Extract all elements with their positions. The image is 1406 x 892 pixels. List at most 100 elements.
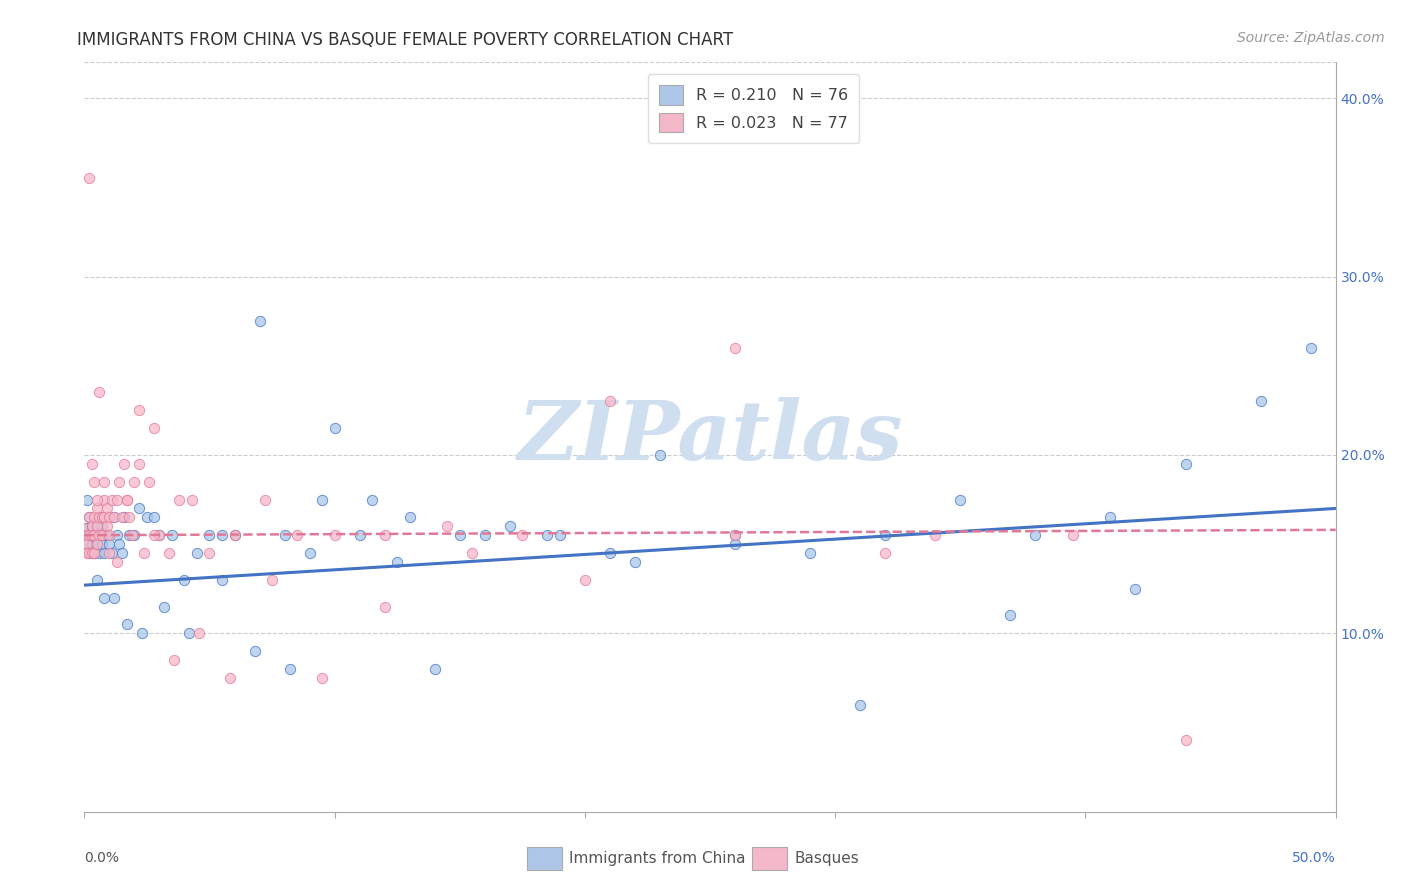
Point bbox=[80, 528, 103, 542]
Point bbox=[599, 546, 621, 560]
Point bbox=[93, 546, 115, 560]
Point bbox=[86, 501, 108, 516]
Point bbox=[111, 510, 134, 524]
Point bbox=[86, 519, 108, 533]
Point bbox=[96, 519, 118, 533]
Point bbox=[423, 662, 446, 676]
Point bbox=[724, 341, 747, 355]
Point bbox=[105, 555, 128, 569]
Point bbox=[385, 555, 409, 569]
Point bbox=[278, 662, 301, 676]
Point bbox=[323, 528, 346, 542]
Point bbox=[499, 519, 522, 533]
Point bbox=[93, 591, 115, 605]
Point bbox=[311, 492, 333, 507]
Point bbox=[143, 510, 166, 524]
Point bbox=[153, 599, 176, 614]
Point bbox=[89, 546, 111, 560]
Point bbox=[118, 510, 141, 524]
Point bbox=[624, 555, 647, 569]
Point bbox=[90, 537, 112, 551]
Point bbox=[449, 528, 471, 542]
Point bbox=[224, 528, 246, 542]
Point bbox=[128, 457, 150, 471]
Text: 50.0%: 50.0% bbox=[1292, 851, 1336, 864]
Text: Source: ZipAtlas.com: Source: ZipAtlas.com bbox=[1237, 31, 1385, 45]
Point bbox=[1299, 341, 1322, 355]
Point bbox=[574, 573, 596, 587]
Point bbox=[89, 510, 111, 524]
Point bbox=[108, 537, 131, 551]
Point bbox=[90, 510, 112, 524]
Point bbox=[211, 573, 233, 587]
Point bbox=[83, 528, 105, 542]
Point bbox=[83, 528, 105, 542]
Point bbox=[103, 591, 125, 605]
Point bbox=[536, 528, 558, 542]
Point bbox=[599, 394, 621, 409]
Point bbox=[79, 528, 101, 542]
Point bbox=[361, 492, 384, 507]
Point bbox=[163, 653, 186, 667]
Point bbox=[143, 528, 166, 542]
Point bbox=[80, 528, 103, 542]
Point bbox=[159, 546, 181, 560]
Point bbox=[349, 528, 371, 542]
Point bbox=[103, 510, 125, 524]
Point bbox=[1125, 582, 1147, 596]
Point bbox=[121, 528, 143, 542]
Point bbox=[108, 475, 131, 489]
Point bbox=[134, 546, 156, 560]
Point bbox=[224, 528, 246, 542]
Point bbox=[924, 528, 946, 542]
Point bbox=[76, 528, 98, 542]
Point bbox=[169, 492, 191, 507]
Point bbox=[76, 546, 98, 560]
Point bbox=[198, 528, 221, 542]
Point bbox=[86, 537, 108, 551]
Point bbox=[79, 171, 101, 186]
Point bbox=[875, 528, 897, 542]
Point bbox=[648, 448, 671, 462]
Point bbox=[253, 492, 276, 507]
Point bbox=[311, 671, 333, 685]
Point bbox=[724, 528, 747, 542]
Point bbox=[218, 671, 240, 685]
Point bbox=[90, 519, 112, 533]
Point bbox=[115, 617, 138, 632]
Point bbox=[124, 528, 146, 542]
Text: 0.0%: 0.0% bbox=[84, 851, 120, 864]
Point bbox=[76, 528, 98, 542]
Point bbox=[86, 537, 108, 551]
Point bbox=[93, 528, 115, 542]
Point bbox=[115, 492, 138, 507]
Point bbox=[262, 573, 284, 587]
Point bbox=[86, 573, 108, 587]
Point bbox=[79, 528, 101, 542]
Point bbox=[98, 510, 121, 524]
Point bbox=[90, 528, 112, 542]
Point bbox=[89, 528, 111, 542]
Point bbox=[949, 492, 972, 507]
Point bbox=[111, 546, 134, 560]
Point bbox=[512, 528, 534, 542]
Point bbox=[83, 475, 105, 489]
Text: Basques: Basques bbox=[794, 852, 859, 866]
Point bbox=[128, 403, 150, 417]
Point bbox=[98, 537, 121, 551]
Point bbox=[76, 537, 98, 551]
Point bbox=[173, 573, 195, 587]
Point bbox=[105, 492, 128, 507]
Point bbox=[436, 519, 458, 533]
Point bbox=[96, 501, 118, 516]
Point bbox=[148, 528, 170, 542]
Point bbox=[89, 385, 111, 400]
Point bbox=[138, 475, 160, 489]
Point bbox=[799, 546, 821, 560]
Point bbox=[79, 510, 101, 524]
Point bbox=[86, 519, 108, 533]
Point bbox=[548, 528, 571, 542]
Point bbox=[80, 546, 103, 560]
Point bbox=[1099, 510, 1122, 524]
Point bbox=[101, 492, 124, 507]
